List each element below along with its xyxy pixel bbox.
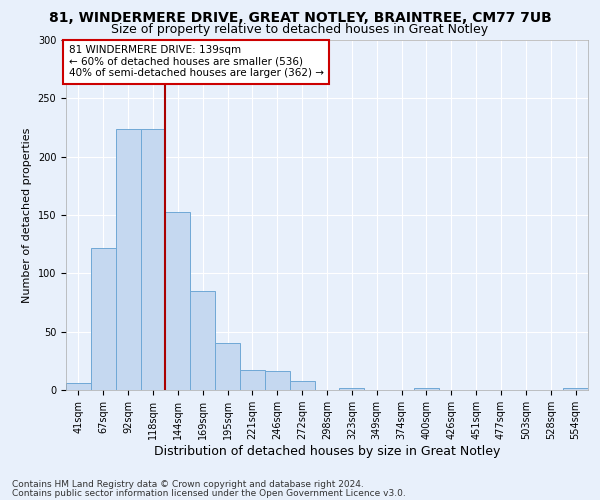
Bar: [66, 383, 91, 390]
Y-axis label: Number of detached properties: Number of detached properties: [22, 128, 32, 302]
Bar: [240, 370, 265, 390]
X-axis label: Distribution of detached houses by size in Great Notley: Distribution of detached houses by size …: [154, 445, 500, 458]
Bar: [290, 380, 314, 390]
Text: Contains public sector information licensed under the Open Government Licence v3: Contains public sector information licen…: [12, 489, 406, 498]
Bar: [563, 388, 588, 390]
Text: Contains HM Land Registry data © Crown copyright and database right 2024.: Contains HM Land Registry data © Crown c…: [12, 480, 364, 489]
Text: Size of property relative to detached houses in Great Notley: Size of property relative to detached ho…: [112, 24, 488, 36]
Bar: [140, 128, 166, 390]
Bar: [340, 388, 364, 390]
Bar: [116, 128, 140, 390]
Bar: [215, 344, 240, 390]
Bar: [91, 248, 116, 390]
Bar: [190, 291, 215, 390]
Text: 81 WINDERMERE DRIVE: 139sqm
← 60% of detached houses are smaller (536)
40% of se: 81 WINDERMERE DRIVE: 139sqm ← 60% of det…: [68, 46, 323, 78]
Text: 81, WINDERMERE DRIVE, GREAT NOTLEY, BRAINTREE, CM77 7UB: 81, WINDERMERE DRIVE, GREAT NOTLEY, BRAI…: [49, 11, 551, 25]
Bar: [414, 388, 439, 390]
Bar: [265, 372, 290, 390]
Bar: [166, 212, 190, 390]
